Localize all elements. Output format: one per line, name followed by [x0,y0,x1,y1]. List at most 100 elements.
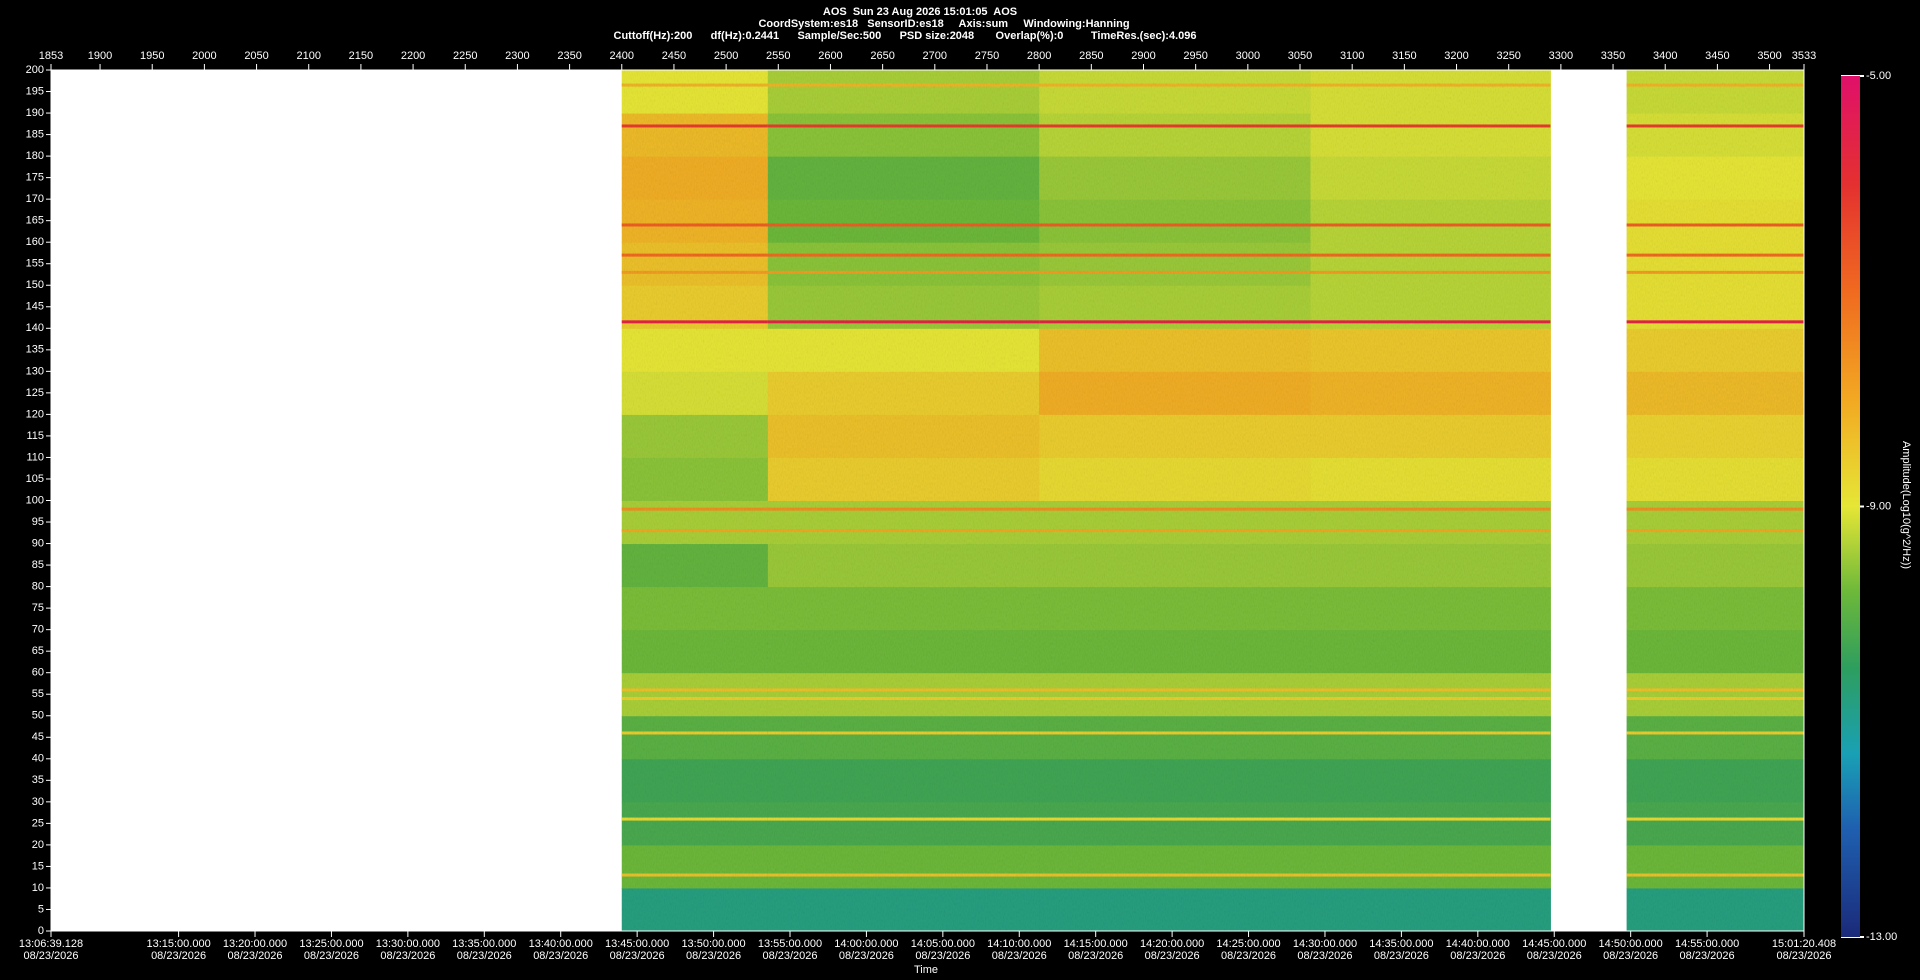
time-tick-label: 14:15:00.000 [1064,938,1128,950]
time-tick-label: 14:40:00.000 [1446,938,1510,950]
y-tick-label: 70 [32,624,44,636]
colorbar-tick-label: -13.00 [1866,931,1897,943]
time-tick-label: 14:45:00.000 [1522,938,1586,950]
y-tick-label: 95 [32,516,44,528]
y-tick-label: 190 [26,107,44,119]
x-tick-label: 3050 [1288,50,1312,62]
time-tick-label: 14:05:00.000 [911,938,975,950]
time-tick-date: 08/23/2026 [1603,950,1658,962]
y-tick-label: 160 [26,236,44,248]
y-tick-label: 185 [26,128,44,140]
colorbar [1841,76,1860,937]
x-tick-label: 2900 [1131,50,1155,62]
x-tick-label: 2300 [505,50,529,62]
time-tick-date: 08/23/2026 [1450,950,1505,962]
x-tick-label: 2600 [818,50,842,62]
y-tick-label: 130 [26,365,44,377]
y-tick-label: 170 [26,193,44,205]
x-tick-label: 3150 [1392,50,1416,62]
y-tick-label: 45 [32,731,44,743]
y-tick-label: 165 [26,215,44,227]
time-tick-date: 08/23/2026 [1374,950,1429,962]
colorbar-label: Amplitude(Log10(g^2/Hz)) [1900,441,1912,569]
time-tick-date: 08/23/2026 [151,950,206,962]
y-tick-label: 30 [32,796,44,808]
time-tick-label: 15:01:20.408 [1772,938,1836,950]
axes: 1853 1900 1950 2000 2050 2100 2150 2200 2250 2300… [19,50,1897,962]
noise-overlay [1626,70,1804,931]
x-tick-label: 2050 [244,50,268,62]
x-tick-label: 3100 [1340,50,1364,62]
time-tick-date: 08/23/2026 [227,950,282,962]
time-tick-date: 08/23/2026 [1221,950,1276,962]
x-tick-label: 2350 [557,50,581,62]
texture [621,70,1804,931]
time-tick-date: 08/23/2026 [533,950,588,962]
time-tick-date: 08/23/2026 [610,950,665,962]
y-tick-label: 75 [32,602,44,614]
time-tick-label: 14:25:00.000 [1216,938,1280,950]
colorbar-tick-label: -5.00 [1866,70,1891,82]
y-tick-label: 155 [26,258,44,270]
y-tick-label: 25 [32,817,44,829]
x-tick-label: 2000 [192,50,216,62]
y-tick-label: 35 [32,774,44,786]
time-tick-date: 08/23/2026 [915,950,970,962]
time-tick-date: 08/23/2026 [992,950,1047,962]
x-tick-label: 3300 [1549,50,1573,62]
y-tick-label: 100 [26,494,44,506]
time-tick-label: 13:40:00.000 [529,938,593,950]
y-tick-label: 180 [26,150,44,162]
y-tick-label: 115 [26,430,44,442]
y-tick-label: 90 [32,537,44,549]
y-tick-label: 10 [32,882,44,894]
y-tick-label: 55 [32,688,44,700]
x-tick-label: 2800 [1027,50,1051,62]
time-tick-label: 13:06:39.128 [19,938,83,950]
y-tick-label: 60 [32,667,44,679]
x-tick-label: 3250 [1496,50,1520,62]
x-tick-label: 3500 [1757,50,1781,62]
y-tick-label: 150 [26,279,44,291]
x-tick-label: 3000 [1236,50,1260,62]
x-tick-label: 3450 [1705,50,1729,62]
y-tick-label: 140 [26,322,44,334]
noise-overlay [767,70,1040,931]
x-tick-label: 2500 [714,50,738,62]
y-tick-label: 65 [32,645,44,657]
y-tick-label: 50 [32,710,44,722]
time-tick-date: 08/23/2026 [839,950,894,962]
x-tick-label: 2150 [349,50,373,62]
x-tick-label: 2550 [766,50,790,62]
time-tick-label: 13:20:00.000 [223,938,287,950]
x-tick-label: 1900 [88,50,112,62]
time-tick-label: 14:50:00.000 [1599,938,1663,950]
time-tick-label: 14:10:00.000 [987,938,1051,950]
time-tick-date: 08/23/2026 [1145,950,1200,962]
y-tick-label: 200 [26,64,44,76]
x-tick-label: 3200 [1444,50,1468,62]
time-tick-date: 08/23/2026 [457,950,512,962]
time-tick-label: 14:00:00.000 [834,938,898,950]
y-tick-label: 195 [26,85,44,97]
x-tick-label: 2450 [662,50,686,62]
info-line: Cuttoff(Hz):200 df(Hz):0.2441 Sample/Sec… [614,30,1197,42]
time-tick-date: 08/23/2026 [762,950,817,962]
chart-title: AOS Sun 23 Aug 2026 15:01:05 AOS [823,6,1017,18]
x-tick-label: 3350 [1601,50,1625,62]
x-tick-label: 2850 [1079,50,1103,62]
time-tick-label: 13:55:00.000 [758,938,822,950]
x-tick-label: 3400 [1653,50,1677,62]
y-tick-label: 40 [32,753,44,765]
y-tick-label: 85 [32,559,44,571]
time-tick-label: 14:20:00.000 [1140,938,1204,950]
time-tick-label: 14:30:00.000 [1293,938,1357,950]
y-tick-label: 110 [26,451,44,463]
y-tick-label: 5 [38,903,44,915]
y-tick-label: 120 [26,408,44,420]
time-tick-date: 08/23/2026 [686,950,741,962]
time-tick-date: 08/23/2026 [304,950,359,962]
y-tick-label: 125 [26,387,44,399]
x-tick-label: 2250 [453,50,477,62]
